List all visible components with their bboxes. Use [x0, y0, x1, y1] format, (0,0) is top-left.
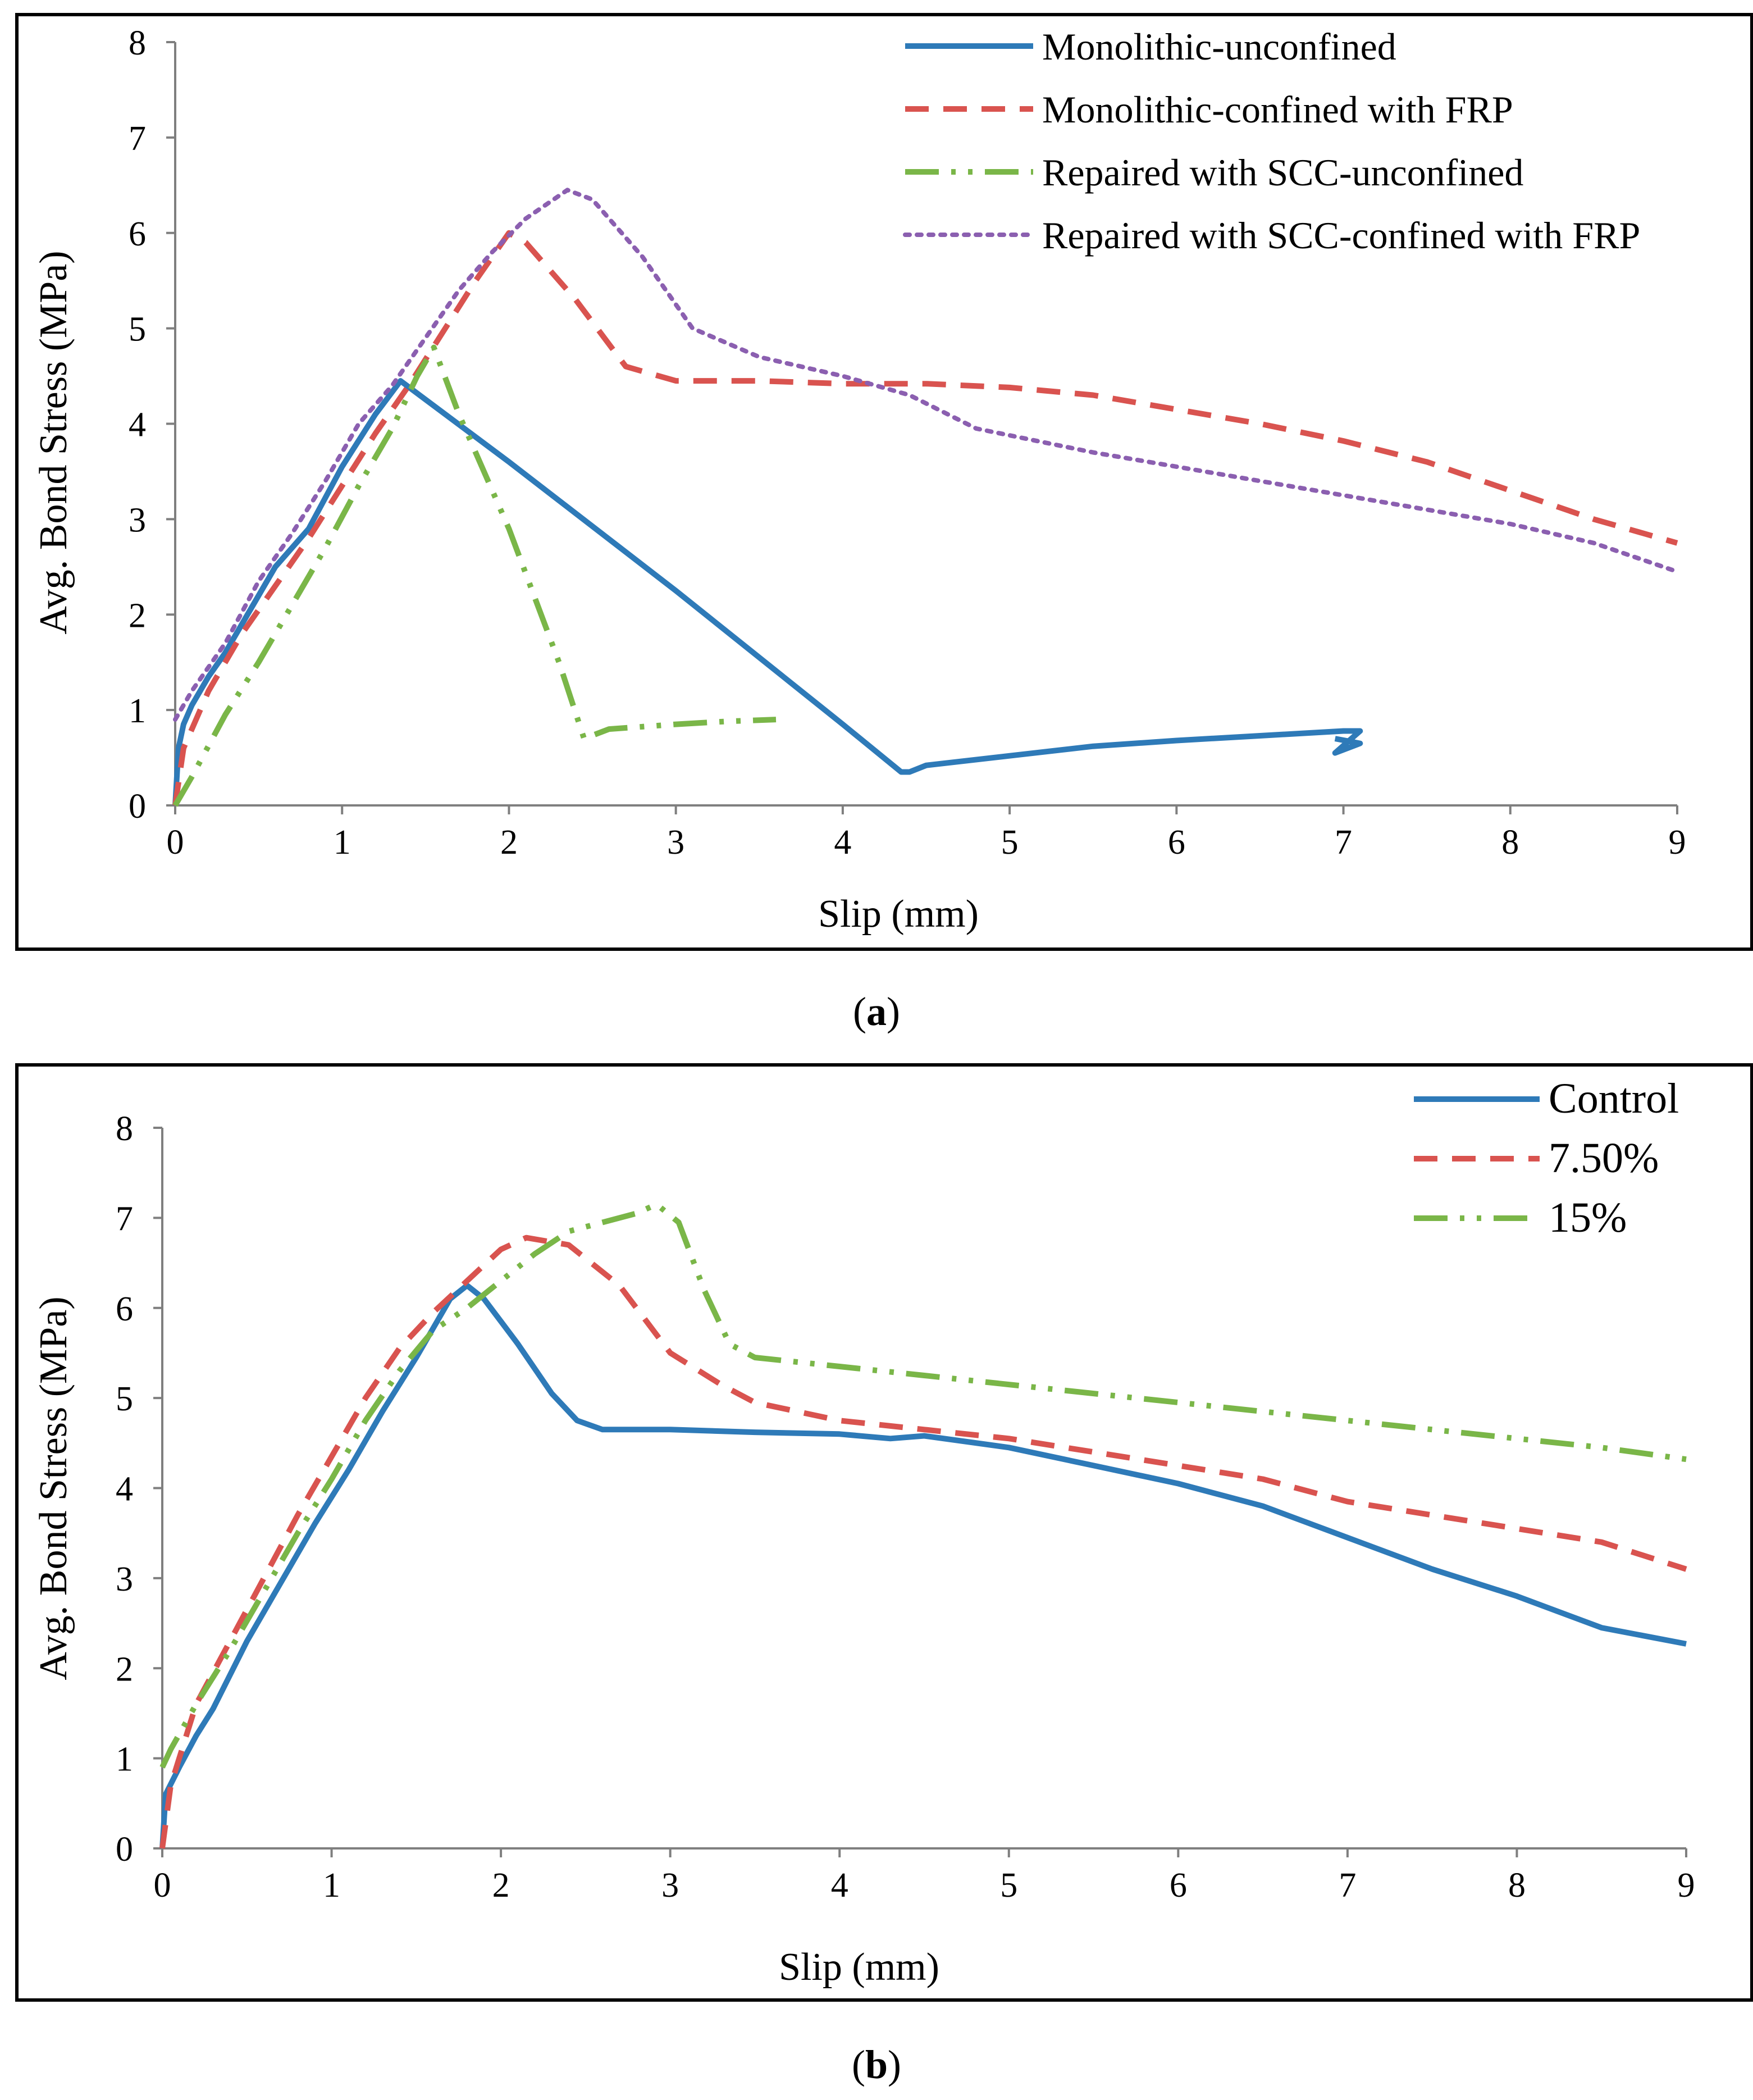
series-line-a-3 — [172, 344, 777, 807]
chart-b-y-tick-label: 7 — [116, 1200, 133, 1238]
chart-b-y-tick-label: 5 — [116, 1380, 133, 1418]
chart-a-axes: 0 1 2 3 4 5 6 7 8 9 0 1 2 3 4 5 6 7 8 — [129, 24, 1686, 862]
chart-a-x-tick-label: 9 — [1669, 823, 1686, 862]
chart-a-x-tick-label: 2 — [500, 823, 518, 862]
caption-b: (b) — [852, 2042, 901, 2087]
legend-label-a-2: Monolithic-confined with FRP — [1042, 88, 1513, 131]
chart-b-y-tick-label: 4 — [116, 1470, 133, 1509]
chart-b-y-tick-label: 6 — [116, 1290, 133, 1328]
chart-b-x-tick-label: 7 — [1339, 1866, 1356, 1905]
chart-a-x-tick-label: 1 — [334, 823, 351, 862]
chart-b-x-tick-label: 1 — [323, 1866, 340, 1905]
series-line-a-4 — [173, 188, 1679, 722]
chart-b-x-tick-label: 8 — [1508, 1866, 1526, 1905]
chart-b-frame — [15, 1063, 1753, 2002]
chart-b-x-tick-label: 4 — [831, 1866, 848, 1905]
chart-a-series — [172, 188, 1679, 807]
chart-a-y-tick-label: 4 — [129, 406, 146, 444]
chart-a-x-tick-label: 6 — [1168, 823, 1185, 862]
chart-b-series — [159, 1201, 1687, 1849]
chart-a-xlabel: Slip (mm) — [818, 892, 979, 936]
legend-label-b-3: 15% — [1549, 1194, 1627, 1241]
series-line-a-1 — [172, 378, 1363, 806]
chart-a-y-tick-label: 1 — [129, 692, 146, 730]
chart-a-y-tick-label: 3 — [129, 501, 146, 539]
series-line-a-2 — [172, 230, 1678, 806]
legend-label-b-2: 7.50% — [1549, 1135, 1659, 1182]
chart-a-x-tick-label: 7 — [1335, 823, 1352, 862]
chart-a-legend: Monolithic-unconfined Monolithic-confined… — [903, 25, 1640, 257]
legend-label-a-4: Repaired with SCC-confined with FRP — [1042, 214, 1640, 257]
chart-panel-b: 0 1 2 3 4 5 6 7 8 9 0 1 2 3 4 5 6 7 8 Control 7.50% 15% Slip… — [15, 1063, 1753, 2002]
chart-a-x-tick-label: 4 — [834, 823, 851, 862]
chart-a-x-tick-label: 0 — [167, 823, 184, 862]
chart-b-x-tick-label: 2 — [492, 1866, 510, 1905]
chart-b-legend: Control 7.50% 15% — [1414, 1075, 1679, 1241]
legend-label-b-1: Control — [1549, 1075, 1679, 1122]
chart-a-frame — [15, 13, 1753, 951]
series-line-b-1 — [159, 1282, 1687, 1849]
chart-a-y-tick-label: 2 — [129, 596, 146, 635]
chart-b-y-tick-label: 3 — [116, 1560, 133, 1598]
chart-b-x-tick-label: 5 — [1000, 1866, 1017, 1905]
chart-b-y-tick-label: 8 — [116, 1110, 133, 1148]
chart-b-y-tick-label: 2 — [116, 1650, 133, 1688]
chart-a-y-tick-label: 8 — [129, 24, 146, 62]
chart-a-ylabel: Avg. Bond Stress (MPa) — [32, 250, 75, 634]
chart-a-y-tick-label: 0 — [129, 787, 146, 826]
chart-b-y-tick-label: 1 — [116, 1741, 133, 1779]
chart-b-ylabel: Avg. Bond Stress (MPa) — [32, 1296, 75, 1680]
chart-a-x-tick-label: 3 — [667, 823, 684, 862]
caption-a-label: a — [866, 989, 887, 1034]
chart-panel-a: 0 1 2 3 4 5 6 7 8 9 0 1 2 3 4 5 6 7 8 Monolithic-unconfine… — [15, 13, 1753, 951]
legend-label-a-1: Monolithic-unconfined — [1042, 25, 1396, 68]
chart-b-x-tick-label: 3 — [661, 1866, 679, 1905]
chart-a-x-tick-label: 8 — [1501, 823, 1519, 862]
chart-a-y-tick-label: 7 — [129, 120, 146, 158]
chart-b-xlabel: Slip (mm) — [779, 1946, 939, 1989]
chart-b-x-tick-label: 0 — [154, 1866, 171, 1905]
chart-b-x-tick-label: 6 — [1170, 1866, 1187, 1905]
chart-a-x-tick-label: 5 — [1001, 823, 1019, 862]
caption-b-label: b — [865, 2042, 888, 2087]
chart-b-x-tick-label: 9 — [1678, 1866, 1695, 1905]
chart-b-axes: 0 1 2 3 4 5 6 7 8 9 0 1 2 3 4 5 6 7 8 — [116, 1110, 1695, 1905]
series-line-b-3 — [159, 1201, 1687, 1769]
chart-a-y-tick-label: 5 — [129, 311, 146, 349]
chart-b-y-tick-label: 0 — [116, 1830, 133, 1869]
caption-a: (a) — [853, 989, 900, 1034]
chart-a-y-tick-label: 6 — [129, 215, 146, 253]
legend-label-a-3: Repaired with SCC-unconfined — [1042, 151, 1523, 194]
